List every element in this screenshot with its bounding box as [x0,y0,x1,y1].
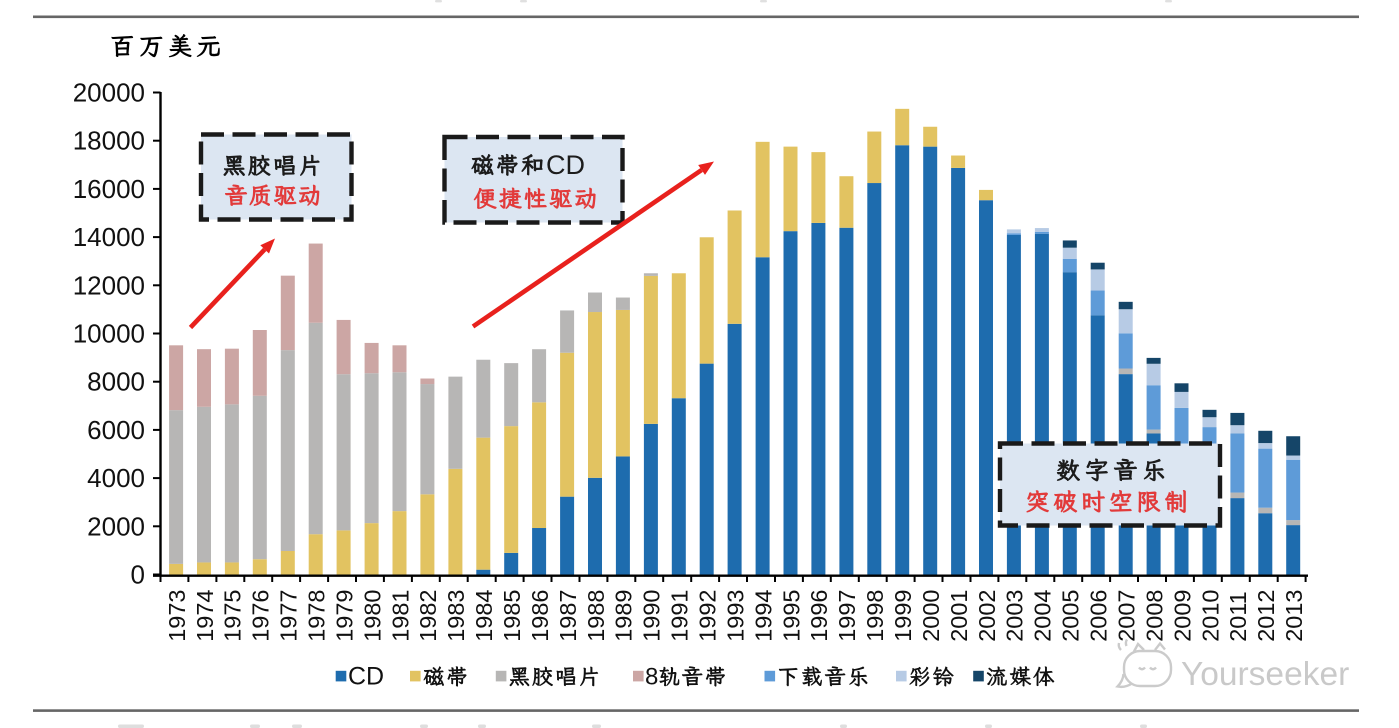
svg-text:14000: 14000 [73,222,145,252]
svg-text:10000: 10000 [73,319,145,349]
svg-text:2008: 2008 [1141,590,1167,642]
svg-text:2003: 2003 [1002,590,1028,642]
svg-text:1979: 1979 [331,590,357,642]
svg-text:6000: 6000 [87,415,145,445]
svg-text:1984: 1984 [471,590,497,642]
svg-text:1998: 1998 [862,590,888,642]
svg-text:2005: 2005 [1058,590,1084,642]
svg-text:1978: 1978 [304,590,330,642]
svg-text:2002: 2002 [974,590,1000,642]
svg-text:1975: 1975 [220,590,246,642]
svg-text:1974: 1974 [192,590,218,642]
svg-text:CD: CD [546,150,585,180]
svg-text:1976: 1976 [248,590,274,642]
svg-text:2001: 2001 [946,590,972,642]
svg-text:12000: 12000 [73,270,145,300]
svg-text:2010: 2010 [1197,590,1223,642]
svg-text:2012: 2012 [1253,590,1279,642]
svg-text:18000: 18000 [73,126,145,156]
svg-text:2013: 2013 [1281,590,1307,642]
svg-text:1993: 1993 [722,590,748,642]
svg-text:1995: 1995 [778,590,804,642]
svg-text:2009: 2009 [1169,590,1195,642]
svg-text:16000: 16000 [73,174,145,204]
svg-text:1982: 1982 [415,590,441,642]
svg-text:1992: 1992 [695,590,721,642]
svg-text:1980: 1980 [359,590,385,642]
svg-text:4000: 4000 [87,463,145,493]
svg-text:Yourseeker: Yourseeker [1181,656,1349,693]
svg-text:1985: 1985 [499,590,525,642]
svg-text:0: 0 [131,560,145,590]
svg-text:1986: 1986 [527,590,553,642]
svg-text:1997: 1997 [834,590,860,642]
svg-text:2011: 2011 [1225,591,1251,642]
svg-text:8: 8 [645,664,658,691]
svg-text:1987: 1987 [555,590,581,642]
svg-text:1989: 1989 [611,590,637,642]
svg-text:1981: 1981 [387,590,413,642]
svg-text:CD: CD [348,663,384,691]
svg-text:1988: 1988 [583,590,609,642]
svg-text:1994: 1994 [750,590,776,642]
svg-text:2000: 2000 [87,511,145,541]
svg-text:2006: 2006 [1086,590,1112,642]
svg-text:1983: 1983 [443,590,469,642]
svg-text:1973: 1973 [164,590,190,642]
svg-text:1991: 1991 [667,590,693,642]
svg-text:2000: 2000 [918,590,944,642]
svg-text:2007: 2007 [1114,590,1140,642]
svg-text:1990: 1990 [639,590,665,642]
svg-text:2004: 2004 [1030,590,1056,642]
svg-text:1977: 1977 [276,590,302,642]
svg-text:1996: 1996 [806,590,832,642]
svg-text:20000: 20000 [73,78,145,108]
svg-text:8000: 8000 [87,367,145,397]
svg-text:1999: 1999 [890,590,916,642]
